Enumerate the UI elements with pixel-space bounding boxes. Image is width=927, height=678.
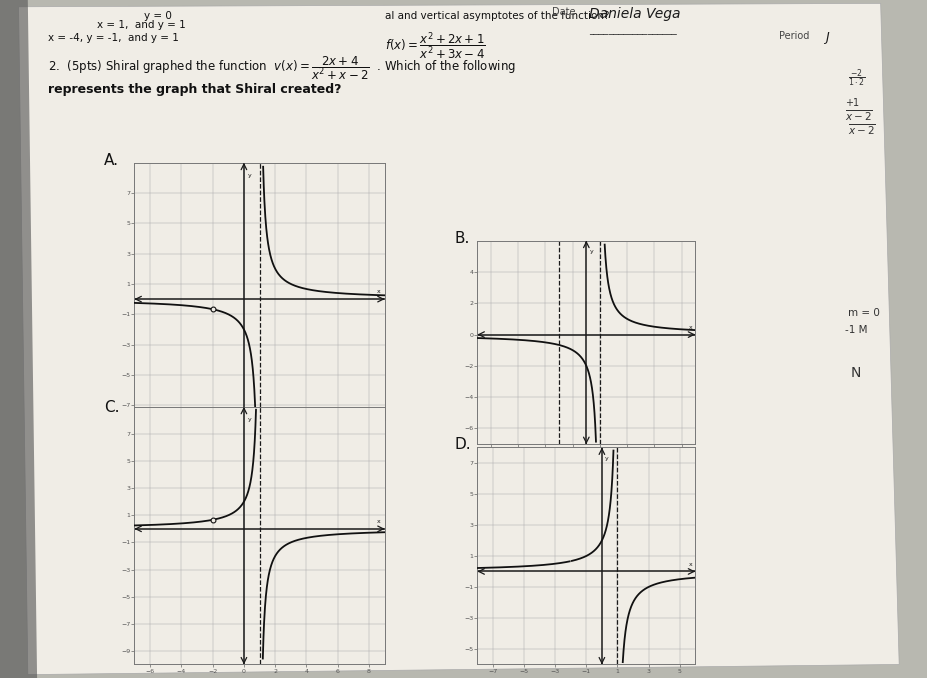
Text: Period: Period <box>779 31 809 41</box>
Polygon shape <box>0 0 37 678</box>
Text: y: y <box>248 417 251 422</box>
Text: y: y <box>248 173 251 178</box>
Text: x: x <box>689 562 692 567</box>
Text: y: y <box>590 249 593 254</box>
Polygon shape <box>19 3 899 675</box>
Text: A.: A. <box>104 153 119 167</box>
Text: -1 M: -1 M <box>845 325 868 336</box>
Text: x: x <box>689 325 692 330</box>
Text: x: x <box>377 289 381 294</box>
Text: x = -4, y = -1,  and y = 1: x = -4, y = -1, and y = 1 <box>48 33 179 43</box>
Text: $f(x) = \dfrac{x^2 + 2x + 1}{x^2 + 3x - 4}$: $f(x) = \dfrac{x^2 + 2x + 1}{x^2 + 3x - … <box>385 31 485 62</box>
Text: 2.  (5pts) Shiral graphed the function  $v(x) = \dfrac{2x+4}{x^2+x-2}$  . Which : 2. (5pts) Shiral graphed the function $v… <box>48 54 516 82</box>
Text: x = 1,  and y = 1: x = 1, and y = 1 <box>97 20 186 31</box>
Text: y = 0: y = 0 <box>144 11 171 21</box>
Text: C.: C. <box>104 400 120 415</box>
Text: Daniela Vega: Daniela Vega <box>589 7 680 21</box>
Text: m = 0: m = 0 <box>848 308 880 319</box>
Text: J: J <box>825 31 829 43</box>
Text: y: y <box>605 456 609 461</box>
Text: __________________: __________________ <box>589 25 677 35</box>
Text: x: x <box>377 519 381 523</box>
Text: $\overline{x-2}$: $\overline{x-2}$ <box>845 108 873 123</box>
Text: D.: D. <box>454 437 471 452</box>
Text: +1: +1 <box>845 98 859 108</box>
Text: represents the graph that Shiral created?: represents the graph that Shiral created… <box>48 83 342 96</box>
Text: B.: B. <box>454 231 470 245</box>
Text: $\overline{x-2}$: $\overline{x-2}$ <box>848 122 876 137</box>
Text: Date: Date <box>552 7 575 17</box>
Text: al and vertical asymptotes of the function?: al and vertical asymptotes of the functi… <box>385 11 609 21</box>
Text: $\frac{-2}{1 \cdot 2}$: $\frac{-2}{1 \cdot 2}$ <box>848 68 866 89</box>
Text: N: N <box>851 366 861 380</box>
